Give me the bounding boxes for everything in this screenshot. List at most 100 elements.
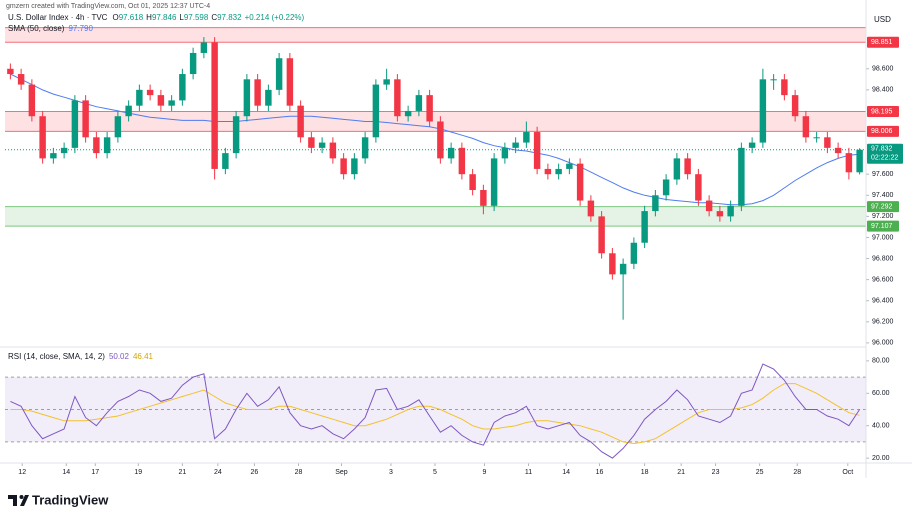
rsi-last: 50.02 (109, 352, 130, 361)
candle-body (813, 137, 820, 139)
y-tick-label: 98.400 (872, 87, 894, 94)
candle-body (265, 89, 272, 106)
candle-body (469, 174, 476, 191)
candle-body (394, 79, 401, 117)
candle-body (490, 158, 498, 206)
attribution: gmzern created with TradingView.com, Oct… (6, 3, 210, 10)
ohlc-open: 97.618 (119, 13, 144, 22)
y-tick-label: 97.000 (872, 234, 894, 241)
candle-body (136, 89, 143, 106)
zone-label-box (867, 125, 899, 137)
rsi-tick-label: 80.00 (872, 358, 890, 365)
x-tick-label: 17 (91, 469, 99, 476)
x-tick-label: 9 (482, 469, 486, 476)
price-label-box (867, 143, 903, 164)
zone (5, 111, 866, 132)
candle-body (103, 137, 111, 154)
rsi-line (10, 363, 861, 459)
candle-body (652, 195, 659, 212)
candle-body (856, 149, 863, 173)
candle-body (318, 142, 326, 148)
candle-body (243, 79, 251, 117)
candle-body (587, 200, 595, 217)
candle-body (834, 147, 842, 154)
zone-label: 97.107 (871, 223, 893, 230)
candle-body (544, 168, 552, 175)
candle-body (662, 179, 670, 196)
y-tick-label: 97.600 (872, 171, 894, 178)
y-tick-label: 96.400 (872, 298, 894, 305)
candle-body (286, 58, 294, 106)
candle-body (630, 242, 638, 264)
ohlc-letter: C (211, 13, 217, 22)
y-tick-label: 97.200 (872, 213, 894, 220)
candle-body (458, 147, 466, 175)
candle-body (146, 89, 154, 96)
legend-sma: SMA (50, close) 97.790 (8, 24, 93, 33)
candle-body (716, 211, 724, 217)
x-tick-label: 25 (756, 469, 764, 476)
candle-body (297, 105, 304, 138)
countdown: 02:22:22 (871, 155, 898, 162)
candle-body (684, 158, 691, 175)
x-tick-label: 3 (389, 469, 393, 476)
x-tick-label: 16 (596, 469, 604, 476)
y-tick-label: 96.200 (872, 319, 894, 326)
zone-label: 98.195 (871, 108, 893, 115)
y-tick-label: 96.000 (872, 340, 894, 347)
candle-body (50, 153, 57, 159)
candle-body (189, 52, 197, 75)
zone-label: 97.292 (871, 204, 893, 211)
candle-body (157, 95, 165, 106)
candle-body (512, 142, 519, 148)
candle-body (275, 58, 283, 90)
sma-last: 97.790 (68, 24, 93, 33)
x-tick-label: 19 (134, 469, 142, 476)
ohlc-high: 97.846 (152, 13, 177, 22)
ohlc-letter: L (179, 13, 184, 22)
zone-label-box (867, 220, 899, 232)
legend-rsi: RSI (14, close, SMA, 14, 2) 50.02 46.41 (8, 352, 154, 361)
logo: TradingView (8, 492, 109, 507)
candle-body (738, 147, 745, 206)
candle-body (748, 142, 756, 148)
candle-body (705, 200, 713, 212)
logo-dot (19, 495, 24, 499)
zone-label: 98.006 (871, 128, 893, 135)
candle-body (39, 116, 46, 159)
candle-body (781, 79, 788, 96)
candle-body (7, 68, 14, 75)
zone-label: 98.851 (871, 39, 893, 46)
ohlc-low: 97.598 (184, 13, 209, 22)
candle-body (501, 147, 509, 159)
candle-body (437, 121, 444, 159)
sma-line (10, 73, 860, 206)
x-tick-label: 14 (562, 469, 570, 476)
candle-body (802, 116, 810, 138)
candle-body (759, 79, 767, 143)
candle-body (71, 100, 79, 148)
x-tick-label: 28 (295, 469, 303, 476)
x-tick-label: 5 (433, 469, 437, 476)
candle-body (447, 147, 455, 159)
candle-body (340, 158, 347, 175)
change: +0.214 (+0.22%) (245, 13, 305, 22)
candle-body (523, 132, 530, 143)
candle-body (254, 79, 261, 106)
candle-body (372, 84, 380, 138)
x-tick-label: 26 (251, 469, 259, 476)
candle-body (824, 137, 831, 148)
zone (5, 206, 866, 227)
candle-body (480, 190, 487, 206)
candle-body (200, 42, 208, 53)
x-tick-label: 11 (525, 469, 532, 476)
candle-body (555, 168, 562, 175)
candle-body (28, 84, 36, 117)
zone-label-box (867, 201, 899, 213)
candle-body (17, 74, 25, 85)
candle-body (576, 163, 584, 201)
candle-body (609, 253, 616, 275)
x-tick-label: 23 (712, 469, 720, 476)
candle-body (179, 74, 186, 101)
